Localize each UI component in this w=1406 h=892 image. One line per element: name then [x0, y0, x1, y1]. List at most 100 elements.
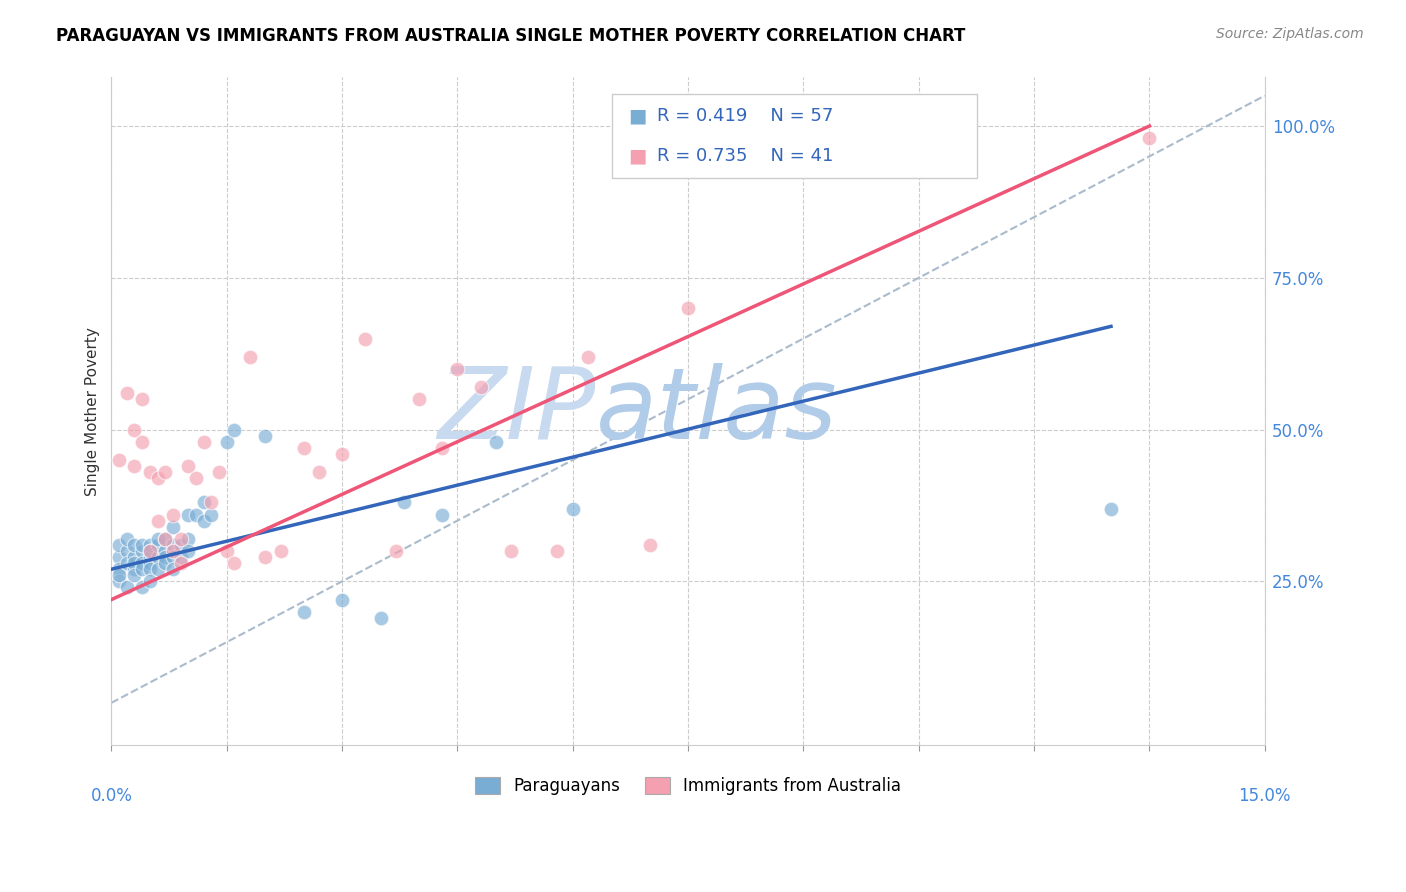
Point: [115, 556, 138, 570]
Point: [124, 568, 146, 582]
Point: [470, 380, 492, 394]
Point: [139, 538, 162, 552]
Point: [162, 508, 184, 522]
Point: [124, 550, 146, 565]
Point: [131, 581, 153, 595]
Point: [254, 428, 277, 442]
Point: [239, 350, 262, 364]
Point: [638, 538, 661, 552]
Point: [146, 514, 169, 528]
Point: [108, 568, 131, 582]
Point: [108, 453, 131, 467]
Point: [108, 574, 131, 589]
Point: [184, 471, 207, 485]
Text: R = 0.419    N = 57: R = 0.419 N = 57: [657, 107, 832, 125]
Point: [124, 423, 146, 437]
Point: [139, 562, 162, 576]
Point: [124, 538, 146, 552]
Point: [124, 458, 146, 473]
Text: Source: ZipAtlas.com: Source: ZipAtlas.com: [1216, 27, 1364, 41]
Point: [330, 592, 353, 607]
Point: [485, 434, 508, 449]
Point: [208, 465, 231, 479]
Point: [354, 331, 377, 345]
Point: [115, 532, 138, 546]
Point: [270, 544, 292, 558]
Point: [224, 423, 246, 437]
Point: [546, 544, 568, 558]
Point: [146, 538, 169, 552]
Point: [139, 574, 162, 589]
Point: [193, 434, 215, 449]
Point: [131, 562, 153, 576]
Point: [446, 362, 468, 376]
Point: [162, 550, 184, 565]
Point: [169, 532, 191, 546]
Y-axis label: Single Mother Poverty: Single Mother Poverty: [86, 327, 100, 496]
Point: [155, 556, 177, 570]
Point: [169, 550, 191, 565]
Point: [215, 434, 238, 449]
Point: [146, 532, 169, 546]
Point: [139, 465, 162, 479]
Point: [193, 514, 215, 528]
Point: [155, 550, 177, 565]
Point: [131, 392, 153, 407]
Point: [124, 562, 146, 576]
Point: [115, 386, 138, 401]
Point: [146, 550, 169, 565]
Point: [254, 550, 277, 565]
Point: [501, 544, 523, 558]
Text: R = 0.735    N = 41: R = 0.735 N = 41: [657, 147, 832, 165]
Text: atlas: atlas: [596, 363, 838, 460]
Point: [193, 495, 215, 509]
Point: [155, 544, 177, 558]
Point: [162, 562, 184, 576]
Point: [108, 562, 131, 576]
Text: 0.0%: 0.0%: [90, 787, 132, 805]
Point: [146, 471, 169, 485]
Point: [124, 556, 146, 570]
Point: [430, 508, 453, 522]
Point: [169, 538, 191, 552]
Point: [139, 550, 162, 565]
Point: [215, 544, 238, 558]
Point: [155, 465, 177, 479]
Point: [561, 501, 583, 516]
Point: [676, 301, 699, 315]
Point: [430, 441, 453, 455]
Point: [370, 611, 392, 625]
Point: [139, 544, 162, 558]
Point: [200, 508, 222, 522]
Text: 15.0%: 15.0%: [1239, 787, 1291, 805]
Point: [177, 458, 200, 473]
Point: [1099, 501, 1122, 516]
Point: [115, 581, 138, 595]
Point: [392, 495, 415, 509]
Point: [224, 556, 246, 570]
Point: [155, 532, 177, 546]
Point: [184, 508, 207, 522]
Text: ■: ■: [628, 106, 647, 126]
Point: [162, 538, 184, 552]
Point: [162, 544, 184, 558]
Point: [330, 447, 353, 461]
Point: [115, 544, 138, 558]
Point: [155, 532, 177, 546]
Point: [308, 465, 330, 479]
Text: ■: ■: [628, 146, 647, 166]
Point: [131, 434, 153, 449]
Text: PARAGUAYAN VS IMMIGRANTS FROM AUSTRALIA SINGLE MOTHER POVERTY CORRELATION CHART: PARAGUAYAN VS IMMIGRANTS FROM AUSTRALIA …: [56, 27, 966, 45]
Point: [162, 519, 184, 533]
Point: [1139, 131, 1161, 145]
Point: [177, 508, 200, 522]
Point: [177, 544, 200, 558]
Point: [292, 441, 315, 455]
Point: [146, 562, 169, 576]
Legend: Paraguayans, Immigrants from Australia: Paraguayans, Immigrants from Australia: [467, 769, 910, 804]
Point: [139, 556, 162, 570]
Point: [108, 538, 131, 552]
Point: [200, 495, 222, 509]
Point: [385, 544, 408, 558]
Point: [131, 556, 153, 570]
